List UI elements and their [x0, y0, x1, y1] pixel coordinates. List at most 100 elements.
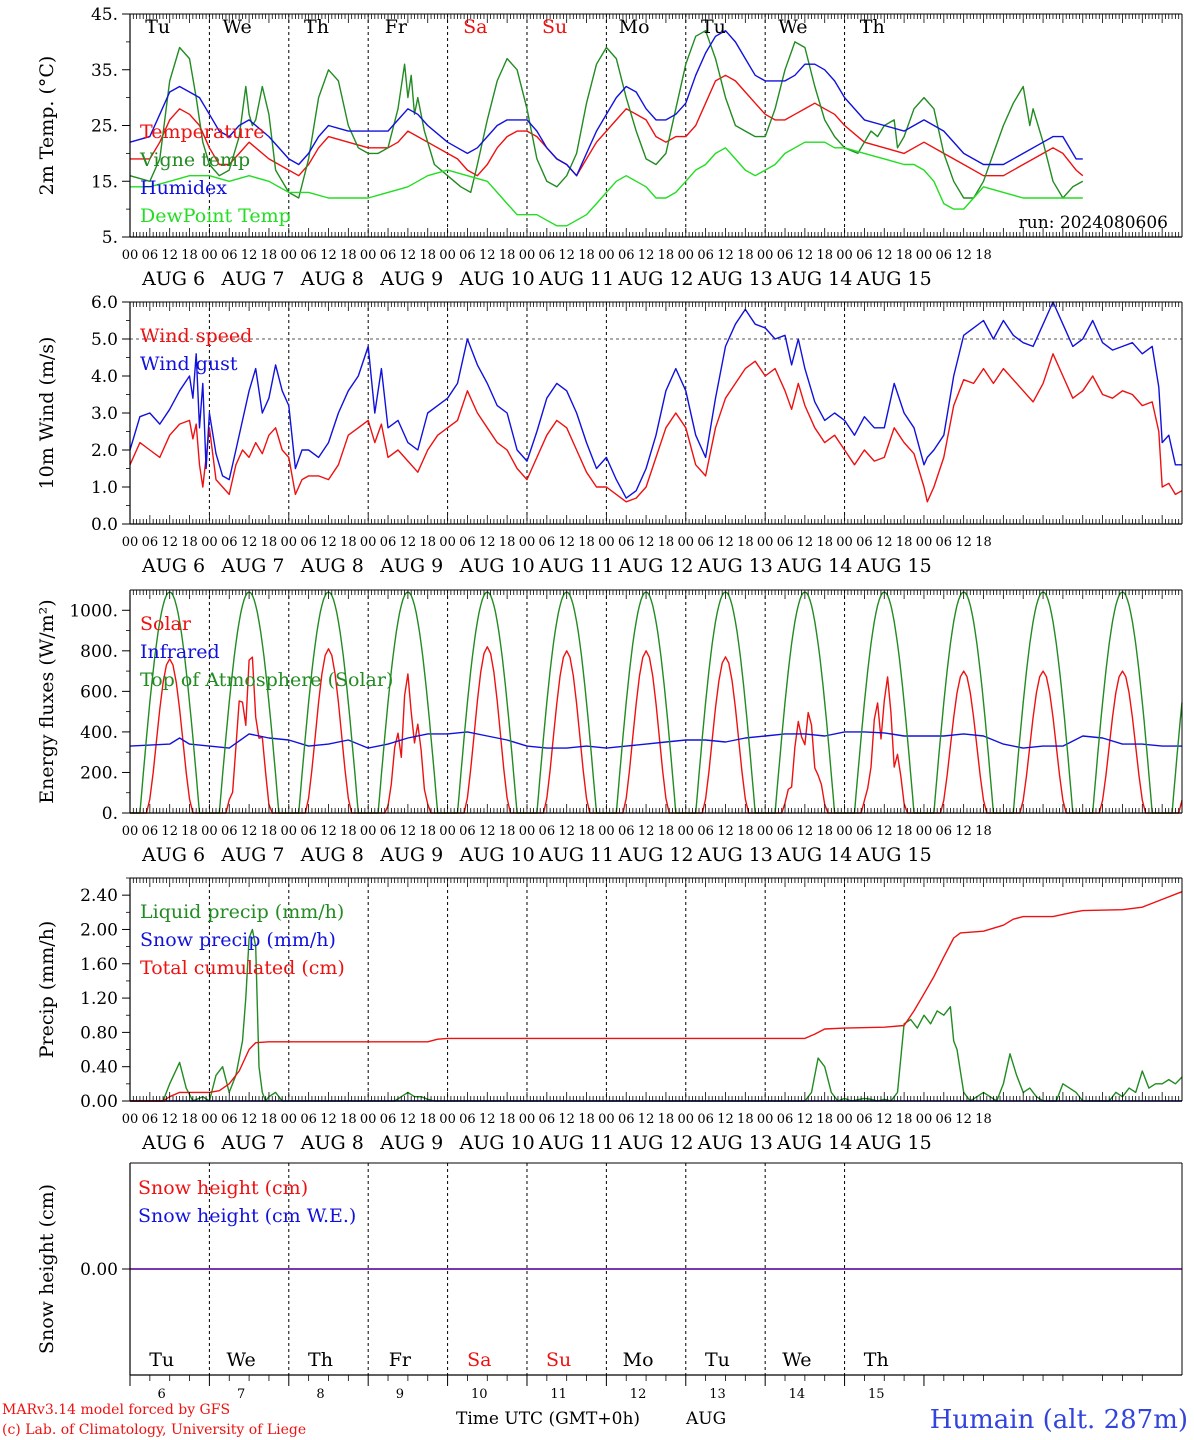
date-label: AUG 15 [856, 555, 932, 577]
y-axis-title: Snow height (cm) [36, 1184, 58, 1354]
weekday-label: We [222, 16, 251, 38]
hour-label: 00 [122, 248, 139, 263]
day-number-label: 8 [316, 1387, 324, 1402]
hour-label: 18 [816, 248, 833, 263]
weekday-label: Tu [149, 1349, 174, 1371]
hour-label: 18 [658, 535, 675, 550]
hour-label: 06 [380, 535, 397, 550]
date-label: AUG 15 [856, 268, 932, 290]
date-label: AUG 7 [220, 1132, 284, 1154]
legend-temp-3: DewPoint Temp [140, 205, 291, 227]
station-label: Humain (alt. 287m) [930, 1405, 1188, 1435]
date-label: AUG 13 [697, 268, 773, 290]
hour-label: 00 [439, 248, 456, 263]
hour-label: 18 [181, 248, 198, 263]
date-label: AUG 10 [459, 1132, 535, 1154]
hour-label: 18 [658, 248, 675, 263]
grid-layer [130, 14, 1182, 1375]
day-number-label: 12 [630, 1387, 647, 1402]
hour-label: 06 [539, 824, 556, 839]
y-tick-label: 2.0 [91, 441, 118, 461]
weekday-label: Th [308, 1349, 333, 1371]
hour-label: 06 [300, 248, 317, 263]
hour-label: 12 [797, 1112, 814, 1127]
series-line-temp-3 [130, 141, 1083, 227]
hour-label: 18 [340, 824, 357, 839]
run-label: run: 2024080606 [1019, 213, 1168, 233]
legend-precip-1: Snow precip (mm/h) [140, 929, 336, 951]
hour-label: 18 [419, 1112, 436, 1127]
weekday-label: We [778, 16, 807, 38]
hour-label: 00 [360, 824, 377, 839]
hour-label: 00 [281, 824, 298, 839]
hour-label: 18 [737, 824, 754, 839]
date-label: AUG 11 [538, 1132, 614, 1154]
hour-label: 06 [221, 824, 238, 839]
hour-label: 12 [638, 824, 655, 839]
hour-label: 12 [638, 535, 655, 550]
weekday-label: Su [542, 16, 567, 38]
date-label: AUG 9 [379, 844, 443, 866]
y-tick-label: 1000. [69, 601, 118, 621]
hour-label: 06 [777, 1112, 794, 1127]
date-label: AUG 14 [776, 555, 852, 577]
y-tick-label: 35. [91, 61, 118, 81]
hour-label: 00 [281, 1112, 298, 1127]
hour-label: 00 [598, 248, 615, 263]
hour-label: 06 [936, 824, 953, 839]
weekday-label: Fr [389, 1349, 412, 1371]
hour-label: 18 [261, 824, 278, 839]
weekday-label: Fr [385, 16, 408, 38]
series-line-precip-2 [130, 891, 1183, 1102]
legend-wind-0: Wind speed [140, 325, 252, 347]
series-line-wind-0 [129, 353, 1183, 503]
date-label: AUG 8 [300, 844, 364, 866]
hour-label: 06 [777, 535, 794, 550]
hour-label: 12 [558, 248, 575, 263]
hour-label: 06 [539, 535, 556, 550]
hour-label: 00 [360, 1112, 377, 1127]
hour-label: 18 [499, 1112, 516, 1127]
date-label: AUG 10 [459, 555, 535, 577]
date-label: AUG 13 [697, 1132, 773, 1154]
hour-label: 06 [380, 824, 397, 839]
hour-label: 18 [419, 535, 436, 550]
y-tick-label: 200. [80, 763, 118, 783]
hour-label: 00 [757, 824, 774, 839]
y-tick-label: 3.0 [91, 404, 118, 424]
hour-label: 12 [479, 535, 496, 550]
hour-label: 12 [161, 824, 178, 839]
date-label: AUG 14 [776, 844, 852, 866]
y-axis-title: 2m Temp. (°C) [36, 56, 58, 196]
day-number-label: 10 [471, 1387, 488, 1402]
hour-label: 18 [975, 1112, 992, 1127]
hour-label: 12 [876, 1112, 893, 1127]
date-label: AUG 10 [459, 844, 535, 866]
hour-label: 06 [697, 248, 714, 263]
date-label: AUG 15 [856, 1132, 932, 1154]
hour-label: 00 [916, 824, 933, 839]
hour-label: 06 [856, 824, 873, 839]
hour-label: 12 [241, 824, 258, 839]
hour-label: 12 [161, 1112, 178, 1127]
hour-label: 18 [181, 1112, 198, 1127]
weekday-label: Tu [701, 16, 726, 38]
date-label: AUG 6 [141, 1132, 205, 1154]
hour-label: 00 [836, 535, 853, 550]
hour-label: 12 [400, 535, 417, 550]
hour-label: 00 [598, 1112, 615, 1127]
hour-label: 12 [320, 535, 337, 550]
model-line: MARv3.14 model forced by GFS [2, 1402, 230, 1418]
legend-snow-1: Snow height (cm W.E.) [138, 1205, 356, 1227]
weekday-label: Th [304, 16, 329, 38]
hour-label: 12 [320, 1112, 337, 1127]
hour-label: 00 [836, 824, 853, 839]
hour-label: 00 [678, 824, 695, 839]
hour-label: 00 [678, 248, 695, 263]
date-label: AUG 13 [697, 555, 773, 577]
weekday-label: We [782, 1349, 811, 1371]
hour-label: 18 [578, 824, 595, 839]
hour-label: 06 [380, 1112, 397, 1127]
day-number-label: 14 [789, 1387, 806, 1402]
